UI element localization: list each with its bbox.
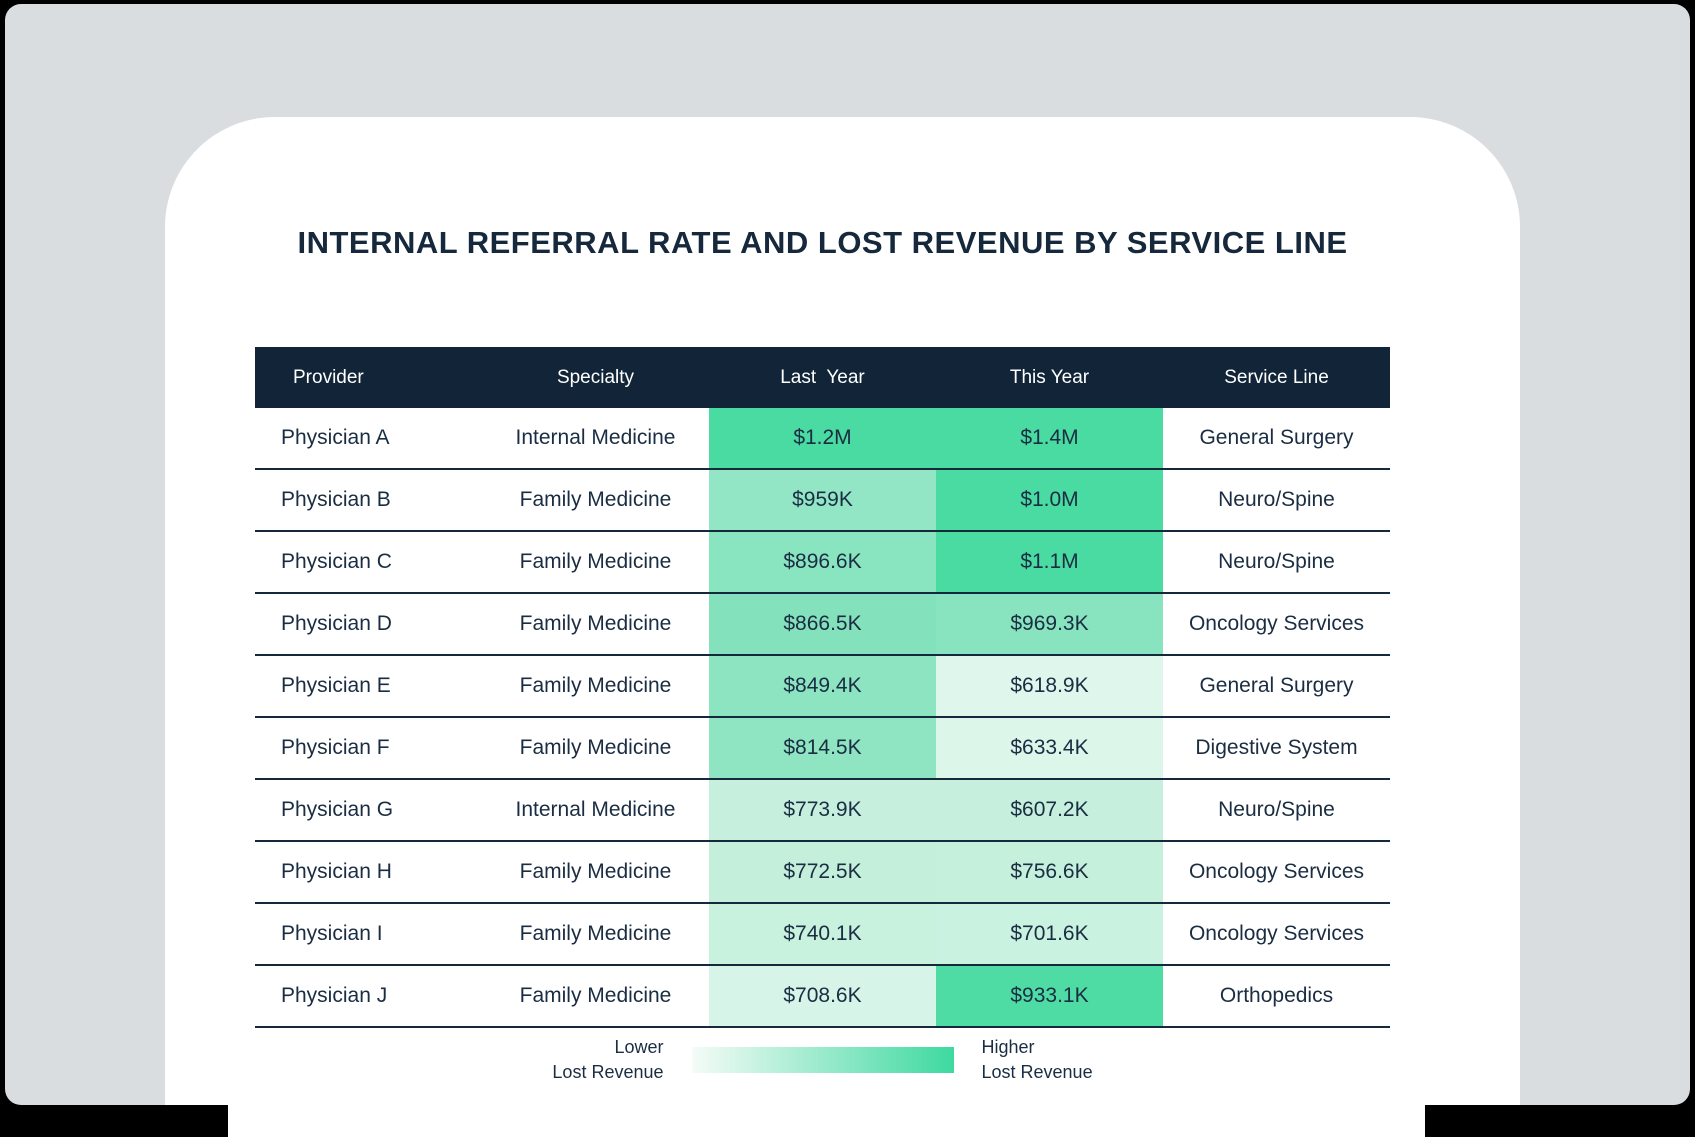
column-header-this-year: This Year <box>1009 366 1090 388</box>
last-year-cell: $1.2M <box>709 408 936 468</box>
this-year-cell: $1.0M <box>936 470 1163 530</box>
legend-higher-label: Higher Lost Revenue <box>982 1035 1093 1085</box>
provider-cell: Physician I <box>281 922 383 945</box>
provider-cell: Physician J <box>281 984 388 1007</box>
last-year-cell: $896.6K <box>709 532 936 592</box>
heat-legend: Lower Lost Revenue Higher Lost Revenue <box>255 1035 1390 1085</box>
last-year-cell: $849.4K <box>709 656 936 716</box>
this-year-cell: $633.4K <box>936 718 1163 778</box>
last-year-cell: $708.6K <box>709 966 936 1026</box>
last-year-cell: $959K <box>709 470 936 530</box>
column-header-last-year: Last Year <box>780 366 865 388</box>
service-line-cell: Oncology Services <box>1188 612 1365 635</box>
specialty-cell: Family Medicine <box>519 736 672 759</box>
table-row: Physician A Internal Medicine $1.2M $1.4… <box>255 408 1390 470</box>
service-line-cell: Oncology Services <box>1188 860 1365 883</box>
bottom-dark-band <box>0 1105 1695 1137</box>
last-year-cell: $866.5K <box>709 594 936 654</box>
specialty-cell: Internal Medicine <box>515 798 676 821</box>
service-line-cell: Digestive System <box>1195 736 1358 759</box>
this-year-cell: $618.9K <box>936 656 1163 716</box>
column-header-provider: Provider <box>293 366 364 388</box>
provider-cell: Physician H <box>281 860 392 883</box>
last-year-cell: $740.1K <box>709 904 936 964</box>
specialty-cell: Family Medicine <box>519 922 672 945</box>
provider-cell: Physician D <box>281 612 392 635</box>
provider-cell: Physician G <box>281 798 394 821</box>
provider-cell: Physician F <box>281 736 390 759</box>
specialty-cell: Family Medicine <box>519 674 672 697</box>
table-row: Physician C Family Medicine $896.6K $1.1… <box>255 532 1390 594</box>
this-year-cell: $607.2K <box>936 780 1163 840</box>
legend-lower-label: Lower Lost Revenue <box>552 1035 663 1085</box>
gray-window-panel: INTERNAL REFERRAL RATE AND LOST REVENUE … <box>5 4 1690 1105</box>
table-row: Physician E Family Medicine $849.4K $618… <box>255 656 1390 718</box>
referral-heat-table: Provider Specialty Last Year This Year S… <box>255 347 1390 1028</box>
table-body: Physician A Internal Medicine $1.2M $1.4… <box>255 408 1390 1028</box>
table-row: Physician B Family Medicine $959K $1.0M … <box>255 470 1390 532</box>
column-header-service-line: Service Line <box>1224 366 1329 388</box>
column-header-specialty: Specialty <box>556 366 635 388</box>
legend-gradient-bar <box>691 1047 954 1073</box>
this-year-cell: $1.4M <box>936 408 1163 468</box>
content-card: INTERNAL REFERRAL RATE AND LOST REVENUE … <box>165 117 1520 1105</box>
specialty-cell: Family Medicine <box>519 550 672 573</box>
last-year-cell: $772.5K <box>709 842 936 902</box>
table-row: Physician F Family Medicine $814.5K $633… <box>255 718 1390 780</box>
service-line-cell: General Surgery <box>1199 426 1354 449</box>
this-year-cell: $969.3K <box>936 594 1163 654</box>
service-line-cell: Neuro/Spine <box>1218 488 1335 511</box>
this-year-cell: $701.6K <box>936 904 1163 964</box>
provider-cell: Physician B <box>281 488 391 511</box>
legend-higher-line2: Lost Revenue <box>981 1062 1093 1082</box>
legend-lower-line2: Lost Revenue <box>552 1062 664 1082</box>
table-header-row: Provider Specialty Last Year This Year S… <box>255 347 1390 408</box>
last-year-cell: $814.5K <box>709 718 936 778</box>
specialty-cell: Family Medicine <box>519 612 672 635</box>
this-year-cell: $933.1K <box>936 966 1163 1026</box>
this-year-cell: $756.6K <box>936 842 1163 902</box>
legend-lower-line1: Lower <box>614 1037 664 1057</box>
table-row: Physician I Family Medicine $740.1K $701… <box>255 904 1390 966</box>
bottom-white-card-edge <box>228 1105 1425 1137</box>
provider-cell: Physician A <box>281 426 390 449</box>
service-line-cell: General Surgery <box>1199 674 1354 697</box>
page-title: INTERNAL REFERRAL RATE AND LOST REVENUE … <box>297 225 1348 260</box>
table-row: Physician G Internal Medicine $773.9K $6… <box>255 780 1390 842</box>
specialty-cell: Family Medicine <box>519 488 672 511</box>
service-line-cell: Orthopedics <box>1219 984 1334 1007</box>
last-year-cell: $773.9K <box>709 780 936 840</box>
specialty-cell: Internal Medicine <box>515 426 676 449</box>
table-row: Physician J Family Medicine $708.6K $933… <box>255 966 1390 1028</box>
specialty-cell: Family Medicine <box>519 984 672 1007</box>
provider-cell: Physician C <box>281 550 392 573</box>
service-line-cell: Neuro/Spine <box>1218 550 1335 573</box>
service-line-cell: Neuro/Spine <box>1218 798 1335 821</box>
this-year-cell: $1.1M <box>936 532 1163 592</box>
table-row: Physician D Family Medicine $866.5K $969… <box>255 594 1390 656</box>
table-row: Physician H Family Medicine $772.5K $756… <box>255 842 1390 904</box>
specialty-cell: Family Medicine <box>519 860 672 883</box>
service-line-cell: Oncology Services <box>1188 922 1365 945</box>
provider-cell: Physician E <box>281 674 391 697</box>
legend-higher-line1: Higher <box>981 1037 1035 1057</box>
